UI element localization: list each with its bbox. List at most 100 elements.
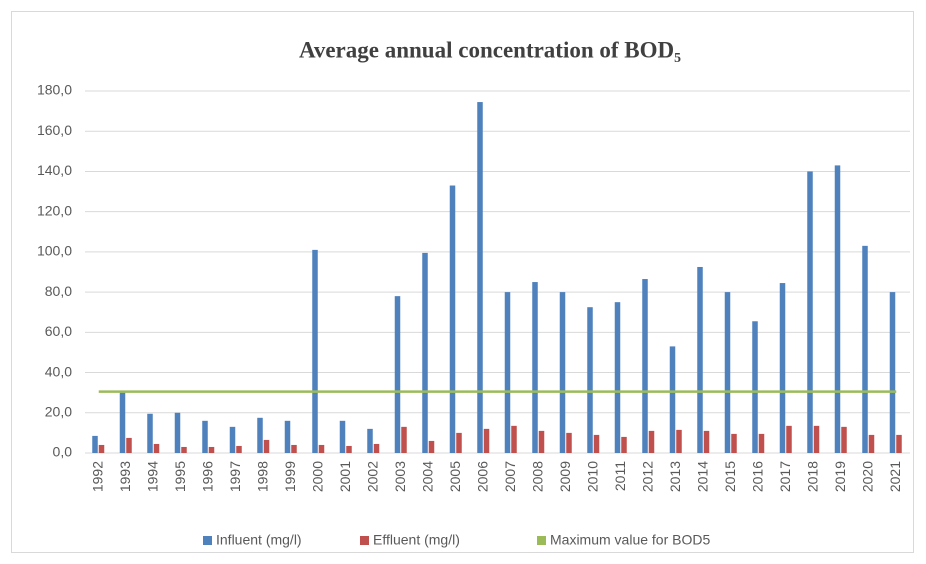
bar: [312, 249, 318, 453]
bar: [676, 429, 682, 453]
bar: [731, 433, 737, 453]
x-tick-label: 2000: [309, 461, 325, 492]
bar: [126, 437, 132, 453]
bar: [896, 434, 902, 453]
x-tick-label: 2001: [337, 461, 353, 492]
bar: [174, 412, 181, 453]
legend-label: Influent (mg/l): [216, 532, 302, 548]
bar: [119, 392, 126, 453]
x-tick-label: 2011: [612, 461, 628, 491]
bar: [779, 283, 786, 453]
bar: [291, 444, 297, 453]
bar: [153, 443, 160, 453]
bar: [373, 443, 380, 453]
chart-title: Average annual concentration of BOD₅: [299, 37, 681, 62]
bar: [401, 426, 407, 453]
x-tick-label: 2016: [749, 461, 765, 492]
bar: [587, 307, 593, 453]
x-tick-label: 2018: [804, 461, 820, 492]
bar: [147, 413, 153, 453]
bar: [504, 292, 511, 453]
x-tick-label: 1997: [227, 461, 243, 492]
bar: [318, 444, 325, 453]
bar: [614, 302, 621, 453]
bar: [422, 252, 428, 453]
bar: [566, 432, 572, 453]
x-tick-label: 1994: [144, 461, 160, 492]
bar: [669, 346, 676, 453]
legend-swatch: [360, 536, 369, 545]
y-tick-label: 100,0: [37, 243, 72, 259]
bar: [648, 430, 655, 453]
bar: [456, 432, 462, 453]
x-tick-label: 2017: [777, 461, 793, 492]
legend-swatch: [203, 536, 212, 545]
y-tick-label: 80,0: [45, 283, 72, 299]
x-tick-label: 1998: [254, 461, 270, 492]
y-tick-label: 0,0: [53, 444, 73, 460]
x-tick-label: 2020: [859, 461, 875, 492]
x-tick-label: 1992: [89, 461, 105, 492]
bar: [181, 446, 187, 453]
bar: [724, 292, 731, 453]
bar: [786, 425, 792, 453]
bar: [208, 446, 215, 453]
bar: [92, 435, 98, 453]
bar: [229, 426, 236, 453]
bar: [642, 279, 648, 453]
bar: [593, 434, 600, 453]
bar: [284, 420, 291, 453]
bar: [834, 165, 841, 453]
y-tick-label: 160,0: [37, 122, 72, 138]
bar: [697, 266, 703, 453]
bar: [477, 102, 483, 454]
bar: [752, 321, 758, 453]
y-tick-label: 120,0: [37, 202, 72, 218]
bar: [559, 292, 566, 453]
bar: [367, 428, 373, 453]
legend-swatch: [537, 536, 546, 545]
y-tick-label: 20,0: [45, 403, 72, 419]
y-tick-label: 180,0: [37, 82, 72, 98]
bar: [339, 420, 346, 453]
chart-frame: [11, 11, 914, 553]
bar: [394, 296, 401, 453]
x-tick-label: 2007: [502, 461, 518, 492]
x-tick-label: 2004: [419, 461, 435, 492]
bar: [621, 436, 627, 453]
bar: [98, 444, 105, 453]
x-tick-label: 2014: [694, 461, 710, 492]
x-tick-label: 1993: [117, 461, 133, 492]
bar: [538, 430, 545, 453]
bar: [862, 245, 868, 453]
bar: [202, 420, 208, 453]
bar: [449, 185, 456, 453]
x-tick-label: 2019: [832, 461, 848, 492]
bar: [868, 434, 875, 453]
x-tick-label: 2003: [392, 461, 408, 492]
bar: [532, 282, 538, 453]
bar: [758, 433, 765, 453]
x-tick-label: 1996: [199, 461, 215, 492]
x-tick-label: 2002: [364, 461, 380, 492]
y-tick-label: 140,0: [37, 162, 72, 178]
y-tick-label: 40,0: [45, 363, 72, 379]
bar: [511, 425, 517, 453]
x-tick-label: 1999: [282, 461, 298, 492]
x-tick-label: 2015: [722, 461, 738, 492]
x-tick-label: 1995: [172, 461, 188, 492]
legend-label: Effluent (mg/l): [373, 532, 460, 548]
bar: [346, 445, 352, 453]
bar: [257, 417, 263, 453]
x-tick-label: 2005: [447, 461, 463, 492]
x-tick-label: 2010: [584, 461, 600, 492]
x-tick-label: 2021: [887, 461, 903, 492]
bar: [428, 440, 435, 453]
x-tick-label: 2008: [529, 461, 545, 492]
x-tick-label: 2009: [557, 461, 573, 492]
x-tick-label: 2013: [667, 461, 683, 492]
x-tick-label: 2012: [639, 461, 655, 492]
bar: [889, 292, 896, 453]
